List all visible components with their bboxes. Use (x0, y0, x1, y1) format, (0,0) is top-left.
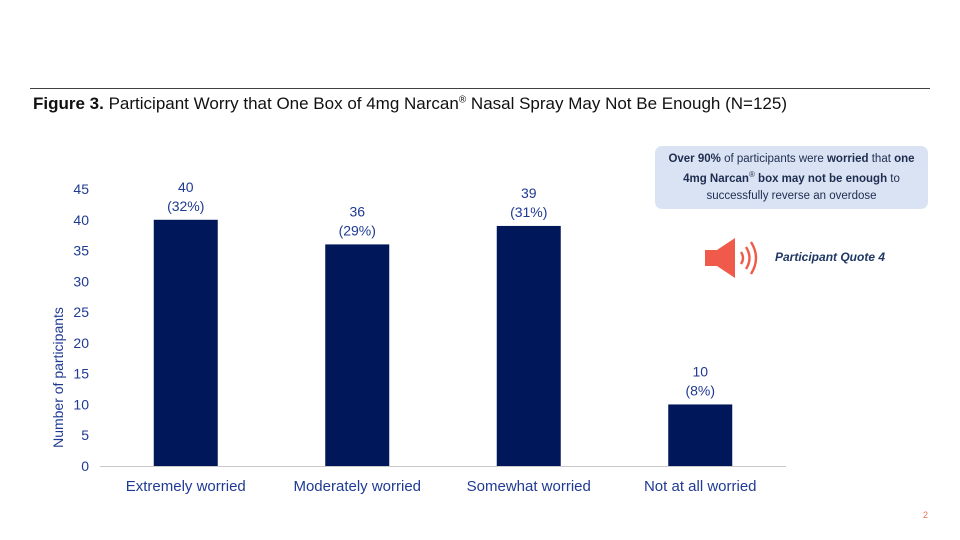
y-tick-label: 10 (73, 396, 89, 412)
y-tick-label: 5 (81, 427, 89, 443)
y-tick-label: 25 (73, 304, 89, 320)
registered-mark: ® (458, 94, 467, 106)
page-number: 2 (923, 510, 929, 520)
category-label: Moderately worried (293, 478, 421, 495)
category-label: Not at all worried (644, 478, 757, 495)
bar-value-label: 10 (692, 363, 708, 379)
participant-quote-link[interactable]: Participant Quote 4 (775, 250, 886, 264)
title-divider (30, 88, 930, 89)
bar-percent-label: (31%) (510, 204, 547, 220)
y-tick-label: 40 (73, 212, 89, 228)
bars (153, 219, 733, 466)
category-labels: Extremely worried Moderately worried Somew… (126, 478, 757, 495)
bar (325, 244, 390, 466)
page-title: Figure 3. Participant Worry that One Box… (33, 94, 933, 114)
y-tick-label: 20 (73, 335, 89, 351)
bar-percent-label: (32%) (167, 198, 204, 214)
title-tail: Nasal Spray May Not Be Enough (N=125) (466, 94, 787, 113)
callout-strong-3: one 4mg Narcan (683, 152, 915, 186)
callout-text-3: to successfully reverse an overdose (706, 173, 900, 202)
title-main: Participant Worry that One Box of 4mg Na… (103, 94, 459, 113)
y-tick-label: 0 (81, 458, 89, 474)
y-axis-ticks: 0 5 10 15 20 25 30 35 40 45 (73, 181, 89, 474)
callout-strong-2: worried (826, 152, 869, 165)
y-axis-title: Number of participants (50, 307, 66, 448)
callout-text-2: that (868, 152, 895, 165)
speaker-icon[interactable] (705, 236, 763, 280)
callout-strong-1: Over 90% (668, 152, 721, 165)
y-tick-label: 15 (73, 366, 89, 382)
category-label: Somewhat worried (467, 478, 591, 495)
callout-text-1: of participants were (720, 152, 827, 165)
bar-percent-label: (29%) (339, 222, 376, 238)
bar-labels: 40 (32%) 36 (29%) 39 (31%) 10 (8%) (167, 179, 715, 399)
callout-registered-mark: ® (748, 170, 755, 180)
bar (668, 404, 733, 466)
y-tick-label: 30 (73, 273, 89, 289)
bar (153, 219, 218, 466)
figure-label: Figure 3. (33, 94, 104, 113)
category-label: Extremely worried (126, 478, 246, 495)
bar-value-label: 39 (521, 185, 537, 201)
bar-value-label: 40 (178, 179, 194, 195)
y-tick-label: 35 (73, 243, 89, 259)
bar (496, 225, 561, 466)
bar-percent-label: (8%) (685, 382, 715, 398)
callout-strong-4: box may not be enough (754, 173, 888, 186)
bar-value-label: 36 (349, 203, 365, 219)
callout-box: Over 90% of participants were worried th… (655, 146, 928, 209)
y-tick-label: 45 (73, 181, 89, 197)
